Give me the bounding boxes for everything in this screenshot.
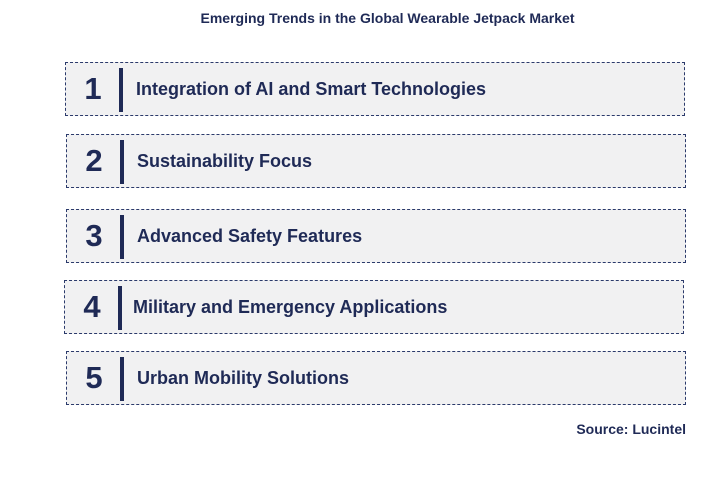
- trend-label: Military and Emergency Applications: [133, 296, 448, 317]
- trend-label: Advanced Safety Features: [137, 225, 363, 246]
- trend-item-2: 2 Sustainability Focus: [66, 134, 686, 188]
- source-label: Source: Lucintel: [576, 421, 686, 437]
- trend-number: 4: [83, 289, 101, 324]
- trend-item-1: 1 Integration of AI and Smart Technologi…: [65, 62, 685, 116]
- trend-divider: [119, 68, 123, 112]
- trend-divider: [118, 286, 122, 330]
- trend-item-4: 4 Military and Emergency Applications: [64, 280, 684, 334]
- trend-number: 1: [84, 71, 102, 106]
- trend-divider: [120, 140, 124, 184]
- diagram-title: Emerging Trends in the Global Wearable J…: [200, 10, 575, 26]
- trend-number: 5: [85, 360, 103, 395]
- trend-number: 2: [85, 143, 103, 178]
- trend-divider: [120, 215, 124, 259]
- trend-label: Urban Mobility Solutions: [137, 367, 349, 388]
- trend-divider: [120, 357, 124, 401]
- trend-label: Integration of AI and Smart Technologies: [136, 78, 487, 99]
- trend-item-5: 5 Urban Mobility Solutions: [66, 351, 686, 405]
- trend-label: Sustainability Focus: [137, 150, 313, 171]
- trend-item-3: 3 Advanced Safety Features: [66, 209, 686, 263]
- trend-number: 3: [85, 218, 103, 253]
